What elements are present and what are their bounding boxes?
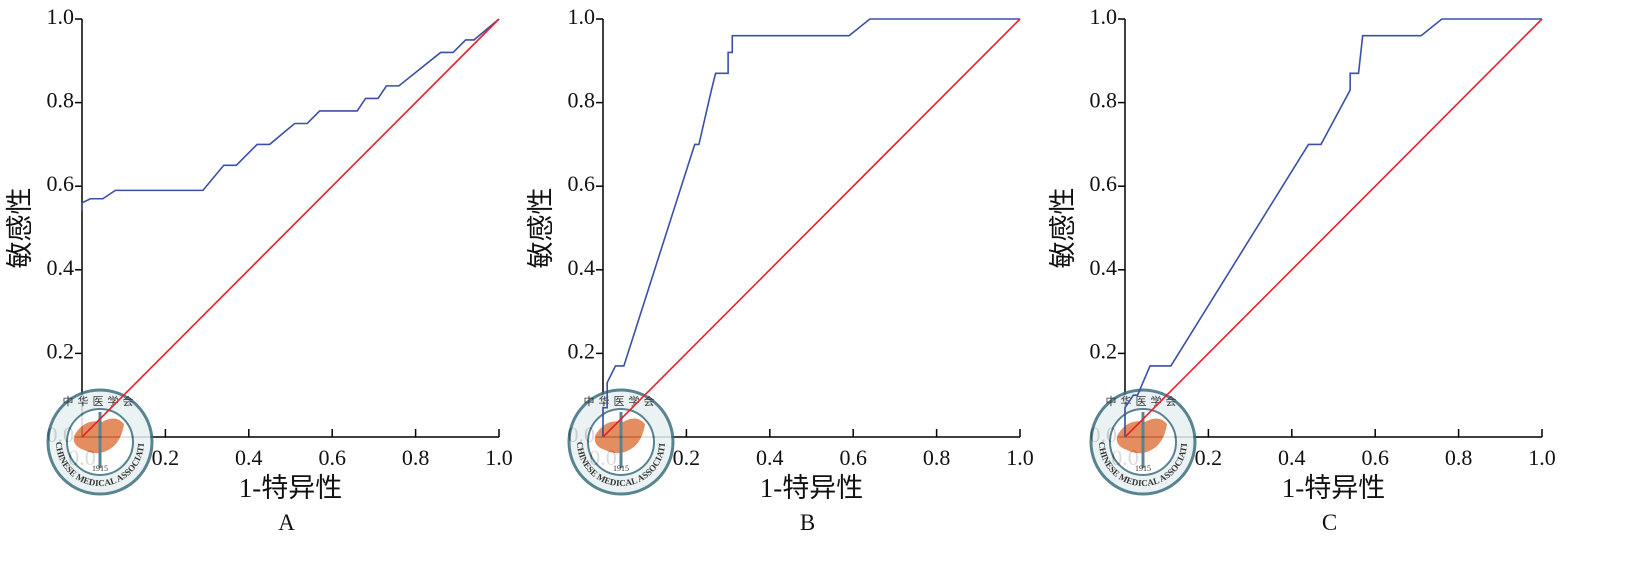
- roc-line: [602, 18, 1020, 437]
- y-tick-label: 0.8: [1090, 88, 1118, 113]
- panel: 0.00.20.40.60.81.00.00.20.40.60.81.01-特异…: [0, 0, 513, 535]
- y-tick-label: 1.0: [1090, 4, 1118, 29]
- y-tick-label: 0.8: [568, 88, 596, 113]
- x-tick-label: 1.0: [1528, 445, 1556, 470]
- x-tick-label: 0.4: [235, 445, 263, 470]
- x-tick-label: 0.4: [1278, 445, 1306, 470]
- y-tick-label: 1.0: [47, 4, 75, 29]
- x-tick-label: 0.2: [152, 445, 180, 470]
- x-tick-label: 0.6: [318, 445, 346, 470]
- y-tick-label: 0.6: [568, 171, 596, 196]
- y-tick-label: 0.6: [1090, 171, 1118, 196]
- y-tick-label: 1.0: [568, 4, 596, 29]
- watermark-year: 1915: [92, 464, 108, 473]
- panel-caption: B: [800, 510, 815, 535]
- y-tick-label: 0.4: [47, 255, 75, 280]
- panel-caption: A: [278, 510, 295, 535]
- x-tick-label: 0.6: [839, 445, 867, 470]
- panel-caption: C: [1322, 510, 1337, 535]
- y-axis-title: 敏感性: [5, 188, 35, 269]
- y-tick-label: 0.2: [1090, 338, 1118, 363]
- x-tick-label: 1.0: [485, 445, 513, 470]
- y-tick-label: 0.8: [47, 88, 75, 113]
- x-tick-label: 1.0: [1006, 445, 1034, 470]
- roc-line: [81, 18, 500, 212]
- x-tick-label: 0.8: [923, 445, 951, 470]
- x-tick-label: 0.8: [1445, 445, 1473, 470]
- watermark-name: 中华医学会: [584, 394, 659, 408]
- y-tick-label: 0.2: [47, 338, 75, 363]
- roc-line: [1124, 18, 1543, 438]
- watermark-year: 1915: [1135, 464, 1151, 473]
- roc-line: [81, 18, 500, 438]
- roc-line: [1124, 18, 1542, 437]
- watermark-name: 中华医学会: [1106, 394, 1181, 408]
- x-tick-label: 0.4: [756, 445, 784, 470]
- roc-line: [602, 18, 1021, 438]
- y-tick-label: 0.6: [47, 171, 75, 196]
- y-tick-label: 0.4: [1090, 255, 1118, 280]
- x-tick-label: 0.8: [402, 445, 430, 470]
- x-tick-label: 0.2: [673, 445, 701, 470]
- x-axis-title: 1-特异性: [760, 473, 864, 503]
- y-axis-title: 敏感性: [1048, 188, 1078, 269]
- y-tick-label: 0.2: [568, 338, 596, 363]
- y-axis-title: 敏感性: [526, 188, 556, 269]
- x-axis-title: 1-特异性: [239, 473, 343, 503]
- watermark-year: 1915: [613, 464, 629, 473]
- y-tick-label: 0.4: [568, 255, 596, 280]
- x-tick-label: 0.6: [1361, 445, 1389, 470]
- x-tick-label: 0.2: [1195, 445, 1223, 470]
- watermark-name: 中华医学会: [63, 394, 138, 408]
- x-axis-title: 1-特异性: [1282, 473, 1386, 503]
